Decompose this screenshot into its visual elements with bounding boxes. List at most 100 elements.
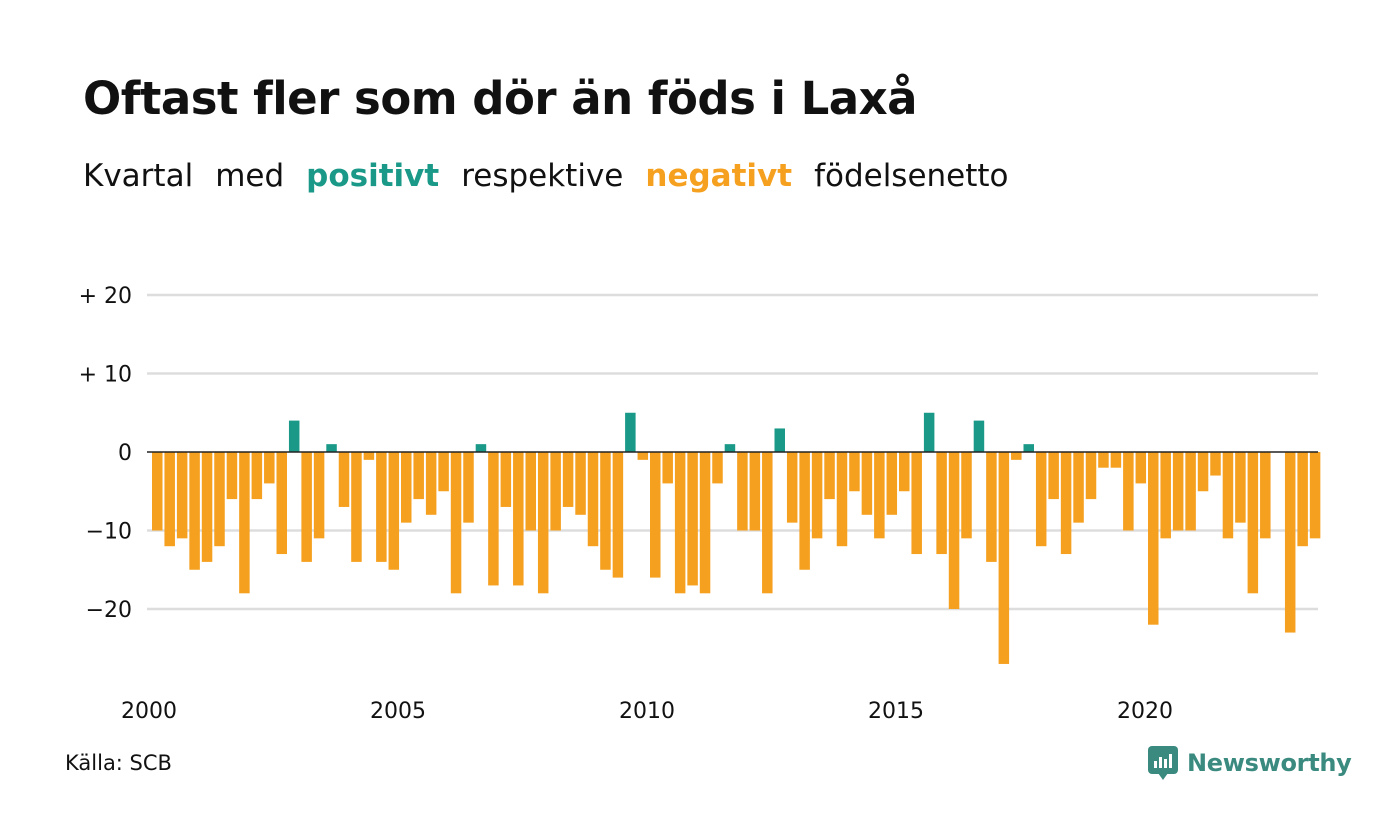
bar <box>388 452 400 570</box>
bar <box>376 452 387 562</box>
bar <box>239 452 250 594</box>
bar <box>1160 452 1171 539</box>
y-tick-label: −10 <box>86 520 132 545</box>
x-tick-label: 2015 <box>868 699 924 724</box>
subtitle-word: födelsenetto <box>814 158 1009 194</box>
bar <box>612 452 624 578</box>
bar <box>1235 452 1246 523</box>
bar <box>1073 452 1084 523</box>
bar <box>712 452 723 484</box>
bar <box>861 452 873 515</box>
newsworthy-logo-icon <box>1148 746 1178 780</box>
bar <box>201 452 213 562</box>
y-tick-label: + 20 <box>79 284 132 309</box>
bar <box>1085 452 1097 500</box>
bar <box>1135 452 1147 484</box>
bar <box>164 452 175 547</box>
bar <box>438 452 449 492</box>
bar <box>338 452 350 507</box>
bar <box>774 428 785 452</box>
source-note: Källa: SCB <box>65 751 172 775</box>
bar <box>226 452 238 500</box>
bar <box>214 452 225 547</box>
bar <box>301 452 312 562</box>
bar <box>786 452 798 523</box>
bar <box>699 452 711 594</box>
bar <box>650 452 661 578</box>
bar <box>961 452 972 539</box>
bar <box>799 452 810 570</box>
bar <box>1110 452 1122 468</box>
chart-subtitle: Kvartal med positivt respektive negativt föde… <box>83 158 1009 194</box>
x-tick-label: 2010 <box>619 699 675 724</box>
bar <box>674 452 686 594</box>
bars <box>152 412 1321 664</box>
bar <box>1222 452 1234 539</box>
bar <box>1172 452 1184 531</box>
bar <box>936 452 947 555</box>
bar <box>1247 452 1259 594</box>
bar <box>824 452 835 500</box>
subtitle-negative: negativt <box>645 158 793 194</box>
bar <box>1260 452 1271 539</box>
bar <box>737 452 748 531</box>
bar <box>450 452 462 594</box>
bar <box>326 444 337 452</box>
logo-text: Newsworthy <box>1187 749 1352 777</box>
bar <box>1023 444 1034 452</box>
bar <box>1210 452 1221 476</box>
bar <box>749 452 761 531</box>
bar <box>625 412 636 452</box>
bar <box>525 452 536 531</box>
bar <box>488 452 499 586</box>
bar <box>1035 452 1047 547</box>
bar <box>1098 452 1109 468</box>
bar <box>662 452 673 484</box>
bar-chart: + 20 + 10 0 −10 −20 2000 2005 2010 2015 2020 <box>79 284 1321 724</box>
bar <box>288 420 300 452</box>
bar <box>899 452 910 492</box>
bar <box>1123 452 1134 531</box>
x-tick-label: 2000 <box>121 699 177 724</box>
subtitle-word: Kvartal <box>83 158 194 194</box>
bar <box>836 452 848 547</box>
bar <box>911 452 922 555</box>
bar <box>575 452 586 515</box>
bar <box>401 452 412 523</box>
subtitle-word: respektive <box>461 158 624 194</box>
bar <box>762 452 773 594</box>
bar <box>313 452 325 539</box>
chart-title: Oftast fler som dör än föds i Laxå <box>83 72 918 125</box>
bar <box>251 452 263 500</box>
bar <box>1011 452 1022 460</box>
bar <box>1048 452 1059 500</box>
bar <box>475 444 487 452</box>
y-tick-label: 0 <box>118 441 132 466</box>
bar <box>811 452 823 539</box>
bar <box>513 452 524 586</box>
bar <box>425 452 437 515</box>
bar <box>687 452 698 586</box>
bar <box>1309 452 1321 539</box>
bar <box>998 452 1010 664</box>
newsworthy-logo[interactable]: Newsworthy <box>1148 744 1352 782</box>
x-tick-label: 2020 <box>1117 699 1173 724</box>
subtitle-word: med <box>215 158 285 194</box>
bar <box>948 452 960 609</box>
bar <box>874 452 885 539</box>
bar <box>724 444 736 452</box>
bar <box>973 420 985 452</box>
bar <box>537 452 549 594</box>
y-tick-label: −20 <box>86 598 132 623</box>
bar <box>1060 452 1072 555</box>
bar <box>1148 452 1159 625</box>
bar <box>363 452 375 460</box>
bar <box>1297 452 1308 547</box>
bar <box>600 452 611 570</box>
bar <box>500 452 512 507</box>
bar <box>587 452 599 547</box>
bar <box>886 452 898 515</box>
subtitle-positive: positivt <box>306 158 440 194</box>
bar <box>152 452 163 531</box>
bar <box>276 452 287 555</box>
